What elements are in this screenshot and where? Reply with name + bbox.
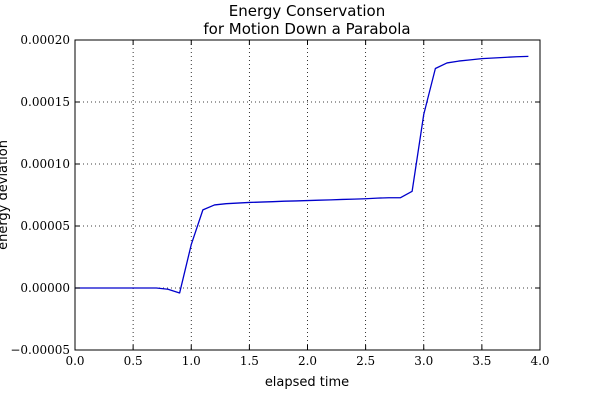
x-tick-label: 4.0: [530, 354, 549, 368]
series-line: [75, 55, 529, 294]
x-tick-label: 2.0: [298, 354, 317, 368]
chart-title-line-1: Energy Conservation: [229, 2, 385, 20]
chart-title-line-2: for Motion Down a Parabola: [203, 20, 410, 38]
y-axis-label: energy deviation: [0, 140, 11, 250]
plot-border: [74, 39, 541, 351]
x-tick-label: 0.5: [124, 354, 143, 368]
y-tick-label: 0.00000: [20, 281, 70, 295]
x-tick-label: 2.5: [356, 354, 375, 368]
x-tick-label: 0.0: [65, 354, 84, 368]
x-tick-label: 3.5: [472, 354, 491, 368]
x-tick-label: 1.0: [182, 354, 201, 368]
y-tick-label: 0.00010: [20, 157, 70, 171]
x-axis-label: elapsed time: [265, 375, 349, 390]
series-layer: [75, 55, 529, 294]
plot-frame: [74, 39, 541, 351]
chart-text: Energy Conservation for Motion Down a Pa…: [0, 2, 411, 390]
y-tick-label: 0.00020: [20, 33, 70, 47]
y-tick-label: −0.00005: [10, 343, 70, 357]
y-tick-label: 0.00005: [20, 219, 70, 233]
grid: [75, 40, 540, 350]
x-tick-label: 3.0: [414, 354, 433, 368]
ticks: 0.0 0.5 1.0 1.5 2.0 2.5 3.0 3.5 4.0 −0.00005 0.000…: [10, 33, 549, 368]
x-tick-label: 1.5: [240, 354, 259, 368]
y-tick-label: 0.00015: [20, 95, 70, 109]
